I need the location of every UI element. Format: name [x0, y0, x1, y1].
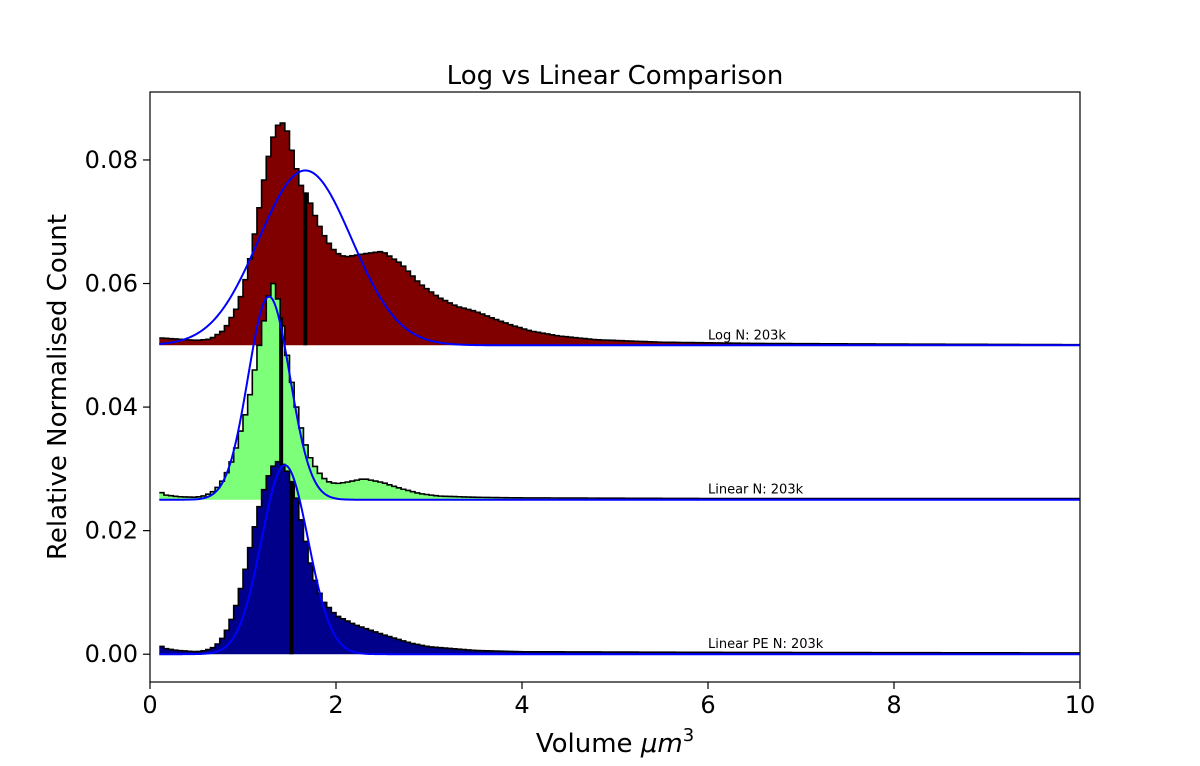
x-tick-label: 0	[142, 691, 157, 719]
series-linear-pe: Linear PE N: 203k	[159, 460, 1081, 656]
y-tick-label: 0.02	[85, 517, 138, 545]
fit-curve-linear	[159, 295, 1080, 501]
chart-title: Log vs Linear Comparison	[447, 61, 784, 91]
histogram-fill-log	[159, 123, 1081, 346]
histogram-fill-linear	[159, 283, 1081, 500]
histogram-outline-log	[159, 122, 1080, 346]
x-tick-label: 10	[1065, 691, 1096, 719]
y-tick-label: 0.08	[85, 146, 138, 174]
x-axis-label-text: Volume	[536, 729, 641, 759]
x-tick-label: 6	[700, 691, 715, 719]
y-tick-label: 0.06	[85, 270, 138, 298]
y-tick-label: 0.04	[85, 393, 138, 421]
histogram-outline-linear-pe	[159, 460, 1080, 654]
plot-frame	[149, 91, 1081, 683]
series-log: Log N: 203k	[159, 122, 1081, 347]
y-axis-label: Relative Normalised Count	[43, 214, 73, 560]
x-tick-label: 8	[886, 691, 901, 719]
annotation-log: Log N: 203k	[708, 328, 786, 343]
plot-area: Log N: 203k Linear N: 203k Linear PE N: 20…	[159, 122, 1081, 656]
x-axis-label: Volume μm3	[536, 725, 694, 759]
annotation-linear: Linear N: 203k	[708, 483, 804, 498]
annotation-linear-pe: Linear PE N: 203k	[708, 637, 824, 652]
histogram-fill-linear-pe	[159, 461, 1081, 655]
y-tick-label: 0.00	[85, 640, 138, 668]
fit-curve-log	[159, 169, 1080, 347]
x-tick-label: 4	[514, 691, 529, 719]
x-axis-label-exponent: 3	[683, 725, 694, 746]
x-axis: 0 2 4 6 8 10	[142, 682, 1095, 719]
x-axis-label-unit: μm	[640, 729, 683, 759]
fit-curve-linear-pe	[159, 464, 1080, 656]
x-tick-label: 2	[328, 691, 343, 719]
y-axis: 0.00 0.02 0.04 0.06 0.08	[85, 146, 150, 668]
